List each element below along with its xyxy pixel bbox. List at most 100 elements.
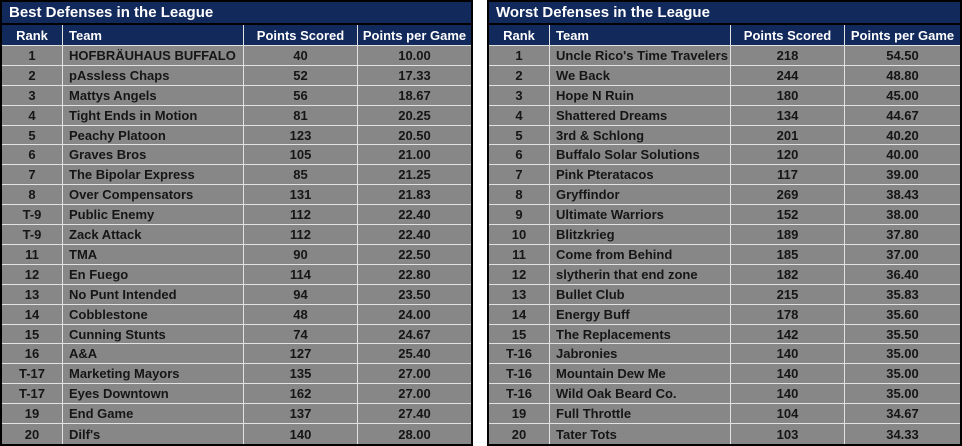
- cell-points-scored: 104: [731, 404, 845, 425]
- cell-rank: 2: [489, 65, 550, 86]
- cell-points-scored: 81: [244, 105, 358, 126]
- cell-rank: 15: [489, 324, 550, 345]
- cell-rank: 11: [2, 244, 63, 265]
- cell-rank: 20: [2, 424, 63, 444]
- cell-points-scored: 152: [731, 205, 845, 226]
- cell-points-scored: 52: [244, 65, 358, 86]
- cell-team: Jabronies: [550, 344, 731, 365]
- cell-rank: 5: [2, 125, 63, 146]
- cell-points-per-game: 35.00: [845, 384, 960, 405]
- cell-points-per-game: 45.00: [845, 85, 960, 106]
- cell-points-scored: 137: [244, 404, 358, 425]
- cell-points-scored: 114: [244, 264, 358, 285]
- cell-rank: 1: [2, 46, 63, 66]
- cell-points-scored: 201: [731, 125, 845, 146]
- cell-rank: 9: [489, 205, 550, 226]
- cell-team: HOFBRÄUHAUS BUFFALO: [63, 46, 244, 66]
- cell-points-scored: 142: [731, 324, 845, 345]
- cell-points-per-game: 22.40: [358, 225, 471, 245]
- cell-points-per-game: 27.40: [358, 404, 471, 425]
- cell-team: Tight Ends in Motion: [63, 105, 244, 126]
- cell-rank: 8: [2, 185, 63, 206]
- cell-rank: 2: [2, 65, 63, 86]
- cell-team: No Punt Intended: [63, 284, 244, 305]
- cell-points-per-game: 37.00: [845, 244, 960, 265]
- cell-team: Zack Attack: [63, 225, 244, 245]
- cell-rank: 8: [489, 185, 550, 206]
- cell-points-scored: 180: [731, 85, 845, 106]
- cell-team: Cunning Stunts: [63, 324, 244, 345]
- cell-team: We Back: [550, 65, 731, 86]
- cell-team: En Fuego: [63, 264, 244, 285]
- cell-rank: 16: [2, 344, 63, 365]
- cell-team: Ultimate Warriors: [550, 205, 731, 226]
- cell-points-scored: 140: [731, 384, 845, 405]
- cell-points-per-game: 24.67: [358, 324, 471, 345]
- cell-points-scored: 40: [244, 46, 358, 66]
- cell-points-per-game: 22.50: [358, 244, 471, 265]
- cell-rank: 1: [489, 46, 550, 66]
- cell-rank: 7: [2, 165, 63, 186]
- cell-points-scored: 127: [244, 344, 358, 365]
- cell-rank: T-16: [489, 364, 550, 385]
- cell-rank: 7: [489, 165, 550, 186]
- cell-points-scored: 182: [731, 264, 845, 285]
- cell-rank: T-17: [2, 364, 63, 385]
- cell-points-per-game: 27.00: [358, 364, 471, 385]
- cell-team: Buffalo Solar Solutions: [550, 145, 731, 166]
- cell-rank: 19: [2, 404, 63, 425]
- cell-team: Gryffindor: [550, 185, 731, 206]
- cell-points-per-game: 36.40: [845, 264, 960, 285]
- cell-team: Mattys Angels: [63, 85, 244, 106]
- column-header-team: Team: [550, 25, 731, 46]
- cell-points-per-game: 35.00: [845, 364, 960, 385]
- cell-points-per-game: 37.80: [845, 225, 960, 245]
- cell-team: Pink Pteratacos: [550, 165, 731, 186]
- cell-points-scored: 112: [244, 225, 358, 245]
- table-title-worst: Worst Defenses in the League: [489, 2, 960, 25]
- cell-team: Marketing Mayors: [63, 364, 244, 385]
- cell-rank: T-16: [489, 344, 550, 365]
- cell-team: slytherin that end zone: [550, 264, 731, 285]
- cell-points-per-game: 27.00: [358, 384, 471, 405]
- cell-points-scored: 131: [244, 185, 358, 206]
- cell-rank: 3: [2, 85, 63, 106]
- worst-defenses-table: Worst Defenses in the League Rank Team P…: [487, 0, 962, 446]
- cell-points-per-game: 24.00: [358, 304, 471, 325]
- column-header-rank: Rank: [489, 25, 550, 46]
- cell-rank: T-16: [489, 384, 550, 405]
- cell-points-scored: 74: [244, 324, 358, 345]
- cell-team: Over Compensators: [63, 185, 244, 206]
- cell-points-scored: 162: [244, 384, 358, 405]
- cell-points-scored: 56: [244, 85, 358, 106]
- cell-points-per-game: 21.83: [358, 185, 471, 206]
- cell-rank: 12: [2, 264, 63, 285]
- cell-team: The Bipolar Express: [63, 165, 244, 186]
- cell-points-per-game: 35.83: [845, 284, 960, 305]
- table-title-best: Best Defenses in the League: [2, 2, 471, 25]
- cell-points-scored: 140: [731, 364, 845, 385]
- cell-points-per-game: 21.00: [358, 145, 471, 166]
- cell-team: Shattered Dreams: [550, 105, 731, 126]
- cell-points-per-game: 17.33: [358, 65, 471, 86]
- cell-points-scored: 120: [731, 145, 845, 166]
- cell-points-per-game: 44.67: [845, 105, 960, 126]
- cell-points-per-game: 25.40: [358, 344, 471, 365]
- cell-rank: 10: [489, 225, 550, 245]
- cell-points-scored: 85: [244, 165, 358, 186]
- cell-points-scored: 112: [244, 205, 358, 226]
- cell-team: Tater Tots: [550, 424, 731, 444]
- cell-points-scored: 48: [244, 304, 358, 325]
- cell-points-per-game: 20.25: [358, 105, 471, 126]
- cell-points-scored: 94: [244, 284, 358, 305]
- cell-points-per-game: 28.00: [358, 424, 471, 444]
- cell-team: Wild Oak Beard Co.: [550, 384, 731, 405]
- cell-points-per-game: 22.40: [358, 205, 471, 226]
- cell-points-per-game: 38.43: [845, 185, 960, 206]
- cell-rank: T-9: [2, 225, 63, 245]
- cell-team: Bullet Club: [550, 284, 731, 305]
- cell-points-scored: 103: [731, 424, 845, 444]
- cell-team: Hope N Ruin: [550, 85, 731, 106]
- cell-team: The Replacements: [550, 324, 731, 345]
